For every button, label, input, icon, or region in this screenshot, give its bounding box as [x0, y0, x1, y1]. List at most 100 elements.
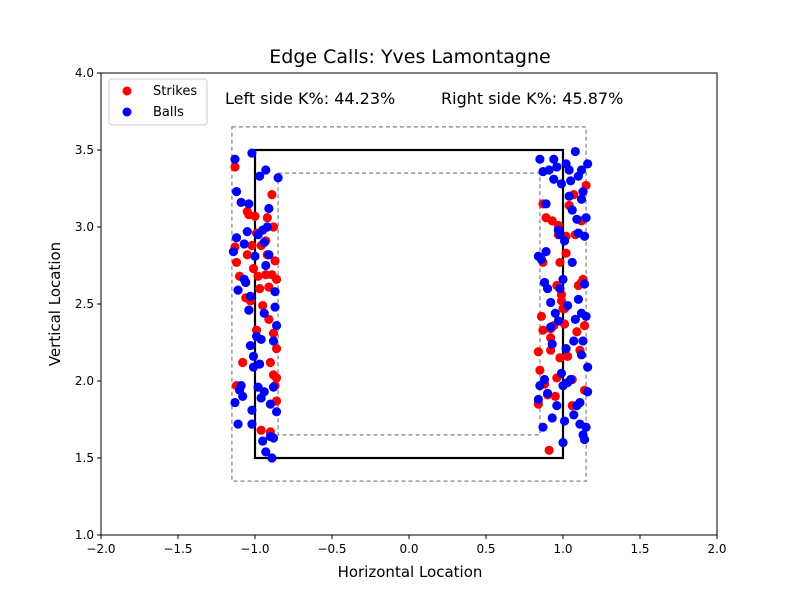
- ball-point: [231, 186, 242, 197]
- ball-point: [228, 247, 239, 257]
- ball-point: [576, 350, 587, 360]
- y-tick-label: 2.0: [75, 374, 94, 388]
- ball-point: [247, 419, 257, 429]
- ball-point: [546, 297, 556, 308]
- ball-point: [553, 316, 563, 326]
- strike-point: [267, 190, 277, 200]
- ball-point: [566, 374, 576, 385]
- legend-balls-marker: [122, 107, 132, 117]
- ball-point: [262, 222, 272, 232]
- strike-point: [563, 351, 573, 361]
- ball-point: [245, 291, 255, 301]
- ball-point: [239, 239, 249, 249]
- strike-point: [270, 256, 280, 266]
- strike-point: [255, 284, 265, 294]
- ball-point: [552, 162, 562, 172]
- ball-point: [541, 199, 551, 209]
- ball-point: [572, 214, 582, 224]
- ball-point: [579, 279, 590, 289]
- ball-point: [265, 399, 275, 409]
- x-tick-label: −1.5: [163, 542, 192, 556]
- ball-point: [268, 336, 279, 346]
- strike-point: [250, 211, 260, 221]
- ball-point: [547, 413, 557, 423]
- legend-strikes-label: Strikes: [153, 84, 197, 99]
- ball-point: [233, 285, 243, 295]
- ball-point: [575, 397, 585, 408]
- ball-point: [264, 250, 274, 260]
- ball-point: [564, 191, 574, 201]
- ball-point: [579, 434, 590, 445]
- ball-point: [256, 334, 266, 345]
- ball-point: [583, 387, 593, 397]
- y-tick-label: 4.0: [75, 66, 94, 80]
- ball-point: [555, 284, 565, 294]
- ball-point: [236, 197, 246, 207]
- x-tick-label: 0.5: [476, 542, 495, 556]
- ball-point: [244, 305, 254, 315]
- ball-point: [247, 148, 257, 158]
- ball-point: [261, 165, 271, 175]
- ball-point: [538, 422, 548, 432]
- ball-point: [559, 416, 570, 426]
- strike-point: [268, 328, 279, 338]
- ball-point: [230, 397, 240, 408]
- ball-point: [583, 159, 593, 169]
- ball-point: [569, 410, 579, 420]
- strike-point: [555, 257, 565, 268]
- x-tick-label: 1.0: [553, 542, 572, 556]
- ball-point: [539, 374, 550, 385]
- ball-point: [271, 407, 282, 417]
- ball-point: [573, 228, 584, 238]
- ball-point: [547, 339, 557, 349]
- strike-point: [231, 257, 242, 268]
- ball-point: [271, 320, 282, 331]
- strike-point: [265, 357, 275, 368]
- ball-point: [549, 154, 559, 164]
- ball-point: [567, 257, 577, 268]
- plot-area: [100, 72, 718, 536]
- ball-point: [576, 194, 587, 204]
- strike-point: [533, 347, 543, 357]
- ball-point: [563, 300, 573, 311]
- y-tick-label: 3.5: [75, 143, 94, 157]
- ball-point: [583, 362, 593, 372]
- x-tick-label: −2.0: [86, 542, 115, 556]
- ball-point: [578, 336, 588, 346]
- ball-point: [558, 438, 568, 448]
- ball-point: [255, 171, 265, 181]
- ball-point: [233, 419, 243, 429]
- x-tick-label: 0.0: [399, 542, 418, 556]
- ball-point: [238, 391, 248, 401]
- ball-point: [250, 251, 260, 261]
- ball-point: [573, 294, 584, 304]
- ball-point: [267, 453, 277, 463]
- ball-point: [270, 287, 280, 297]
- legend-strikes-marker: [122, 86, 132, 96]
- ball-point: [248, 351, 259, 361]
- ball-point: [259, 237, 269, 247]
- strike-point: [258, 300, 268, 311]
- y-axis-ticks: 1.0 1.5 2.0 2.5 3.0 3.5 4.0: [75, 66, 101, 542]
- ball-point: [550, 308, 560, 318]
- zone-boxes: [231, 126, 587, 482]
- strike-point: [579, 320, 590, 331]
- ball-point: [546, 322, 556, 332]
- ball-point: [541, 247, 551, 257]
- ball-point: [268, 433, 279, 443]
- ball-point: [535, 154, 545, 164]
- strike-point: [561, 248, 571, 258]
- ball-point: [564, 165, 574, 175]
- ball-point: [244, 199, 254, 209]
- right-side-k-annotation: Right side K%: 45.87%: [441, 89, 623, 108]
- ball-point: [559, 236, 570, 246]
- y-tick-label: 1.0: [75, 528, 94, 542]
- left-side-k-annotation: Left side K%: 44.23%: [225, 89, 395, 108]
- ball-point: [570, 146, 580, 157]
- ball-point: [581, 422, 591, 432]
- strike-zone-box: [253, 148, 565, 460]
- ball-point: [549, 174, 559, 184]
- strike-point: [230, 162, 240, 172]
- x-axis-label: Horizontal Location: [338, 563, 483, 581]
